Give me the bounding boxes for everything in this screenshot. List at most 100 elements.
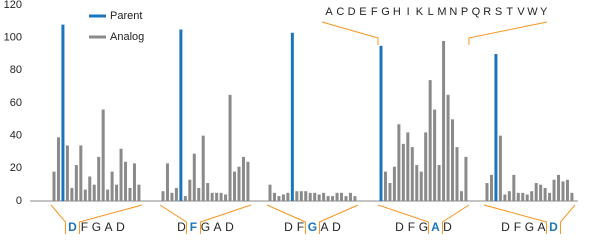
analog-bar: [52, 171, 56, 201]
motif-letter: A: [537, 220, 545, 234]
motif-letter: D: [116, 220, 125, 234]
motif-letter: D: [225, 220, 234, 234]
zoom-line: [377, 204, 470, 234]
analog-bar: [201, 135, 205, 201]
analog-bar: [401, 143, 405, 201]
analog-bar: [174, 187, 178, 201]
residue-label: K: [416, 6, 424, 18]
residue-label: Q: [472, 6, 481, 18]
analog-bar: [206, 183, 210, 201]
parent-bar: [379, 45, 383, 202]
motif-letter: D: [395, 220, 404, 234]
analog-bar: [455, 147, 459, 201]
motif-letter: G: [419, 220, 428, 234]
residue-label: H: [393, 6, 401, 18]
residue-label: E: [359, 6, 366, 18]
analog-bar: [388, 183, 392, 201]
analog-bar: [317, 194, 321, 201]
y-tick-label: 80: [10, 64, 22, 76]
residue-label: T: [506, 6, 513, 18]
analog-bar: [442, 40, 446, 201]
analog-bar: [70, 187, 74, 201]
y-tick-label: 60: [10, 97, 22, 109]
motif-letter-highlight: D: [68, 220, 77, 234]
analog-bar: [525, 194, 529, 201]
analog-bar: [410, 147, 414, 201]
residue-label: C: [336, 6, 344, 18]
parent-bar: [290, 32, 294, 202]
analog-bar: [161, 191, 165, 201]
residue-label: N: [449, 6, 457, 18]
analog-bar: [383, 171, 387, 201]
analog-bar: [539, 184, 543, 201]
motif-letter: D: [284, 220, 293, 234]
zoom-line: [159, 204, 252, 234]
motif-letter: D: [177, 220, 186, 234]
analog-bar: [464, 156, 468, 201]
analog-bar: [489, 174, 493, 201]
analog-bar: [348, 192, 352, 201]
y-tick-label: 120: [4, 0, 22, 11]
analog-bar: [503, 194, 507, 201]
motif-letter: A: [320, 220, 328, 234]
motif-letter: F: [408, 220, 415, 234]
analog-bar: [97, 156, 101, 201]
analog-bar: [56, 137, 60, 201]
motif-letter: D: [501, 220, 510, 234]
residue-label: W: [527, 6, 538, 18]
residue-label: F: [371, 6, 378, 18]
analog-bar: [459, 191, 463, 201]
motif-letter: F: [297, 220, 304, 234]
analog-bar: [268, 184, 272, 201]
analog-bar: [170, 192, 174, 201]
analog-bar: [233, 171, 237, 201]
motif-letter: F: [514, 220, 521, 234]
motif-letter: G: [92, 220, 101, 234]
analog-bar: [224, 194, 228, 201]
motif-letter: G: [525, 220, 534, 234]
analog-bar: [241, 156, 245, 201]
analog-bar: [313, 192, 317, 201]
analog-bar: [565, 179, 569, 201]
motif-letter: G: [201, 220, 210, 234]
legend-label: Analog: [110, 31, 144, 43]
legend-label: Parent: [110, 10, 142, 22]
analog-bar: [326, 196, 330, 201]
analog-bar: [308, 192, 312, 201]
residue-label: P: [461, 6, 468, 18]
residue-label: L: [428, 6, 434, 18]
analog-bar: [406, 132, 410, 201]
motif-letter-highlight: G: [308, 220, 317, 234]
analog-bar: [392, 166, 396, 201]
parent-bar: [179, 29, 183, 201]
analog-bar: [353, 196, 357, 201]
analog-bar: [128, 187, 132, 201]
analog-bar: [115, 184, 119, 201]
y-tick-label: 40: [10, 130, 22, 142]
motif-letter: D: [332, 220, 341, 234]
analog-bar: [344, 196, 348, 201]
analog-bar: [188, 179, 192, 201]
analog-bar: [415, 165, 419, 201]
analog-bar: [521, 192, 525, 201]
y-tick-label: 100: [4, 32, 22, 44]
analog-bar: [507, 191, 511, 201]
analog-bar: [335, 192, 339, 201]
analog-bar: [446, 94, 450, 201]
analog-bar: [295, 191, 299, 201]
analog-bar: [246, 161, 250, 201]
analog-bar: [561, 181, 565, 201]
analog-bar: [88, 176, 92, 201]
analog-bar: [451, 119, 455, 201]
residue-label: D: [348, 6, 356, 18]
analog-bar: [331, 196, 335, 201]
parent-bar: [494, 54, 498, 201]
analog-bar: [74, 165, 78, 201]
analog-bar: [79, 145, 83, 201]
analog-bar: [219, 192, 223, 201]
analog-bar: [428, 80, 432, 201]
zoom-line: [50, 204, 143, 234]
residue-label: V: [517, 6, 525, 18]
analog-bar: [286, 192, 290, 201]
